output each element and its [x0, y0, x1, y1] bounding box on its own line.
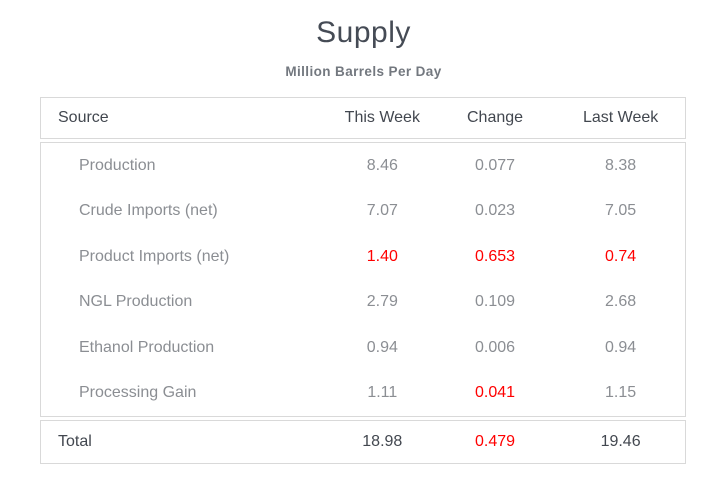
row-label: Product Imports (net)	[79, 247, 230, 265]
total-last-week: 19.46	[600, 433, 641, 450]
cell-this-week: 7.07	[366, 202, 398, 220]
column-header-last-week: Last Week	[582, 109, 659, 126]
column-header-source: Source	[58, 109, 109, 126]
cell-last-week: 0.94	[605, 338, 637, 356]
row-label: Processing Gain	[79, 384, 197, 402]
row-label: Ethanol Production	[79, 338, 215, 356]
cell-last-week: 8.38	[605, 156, 637, 174]
row-label: Production	[79, 156, 156, 174]
cell-change: 0.041	[474, 384, 516, 402]
table-body: Production 8.46 0.077 8.38 Crude Imports…	[40, 142, 686, 417]
total-label: Total	[58, 433, 92, 450]
column-header-this-week: This Week	[344, 109, 420, 126]
page-subtitle: Million Barrels Per Day	[285, 64, 442, 79]
table-row: Crude Imports (net) 7.07 0.023 7.05	[41, 189, 685, 235]
total-this-week: 18.98	[362, 433, 403, 450]
table-row: Production 8.46 0.077 8.38	[41, 143, 685, 189]
table-row: Ethanol Production 0.94 0.006 0.94	[41, 325, 685, 371]
cell-change: 0.077	[474, 156, 516, 174]
cell-this-week: 1.40	[366, 247, 398, 265]
cell-last-week: 1.15	[605, 384, 637, 402]
cell-this-week: 0.94	[366, 338, 398, 356]
cell-change: 0.006	[474, 338, 516, 356]
table-row: Product Imports (net) 1.40 0.653 0.74	[41, 234, 685, 280]
table-row: Processing Gain 1.11 0.041 1.15	[41, 371, 685, 417]
total-change: 0.479	[474, 433, 516, 450]
table-total-row: Total 18.98 0.479 19.46	[40, 420, 686, 464]
cell-change: 0.023	[474, 202, 516, 220]
cell-change: 0.109	[474, 293, 516, 311]
supply-table: Source This Week Change Last Week Produc…	[40, 97, 686, 464]
cell-last-week: 2.68	[605, 293, 637, 311]
table-header-row: Source This Week Change Last Week	[40, 97, 686, 139]
table-row: NGL Production 2.79 0.109 2.68	[41, 280, 685, 326]
cell-change: 0.653	[474, 247, 516, 265]
row-label: Crude Imports (net)	[79, 202, 218, 220]
page-title: Supply	[316, 16, 411, 49]
cell-last-week: 7.05	[605, 202, 637, 220]
row-label: NGL Production	[79, 293, 193, 311]
cell-this-week: 1.11	[367, 384, 398, 402]
cell-this-week: 8.46	[366, 156, 398, 174]
column-header-change: Change	[466, 109, 524, 126]
cell-last-week: 0.74	[605, 247, 637, 265]
cell-this-week: 2.79	[366, 293, 398, 311]
